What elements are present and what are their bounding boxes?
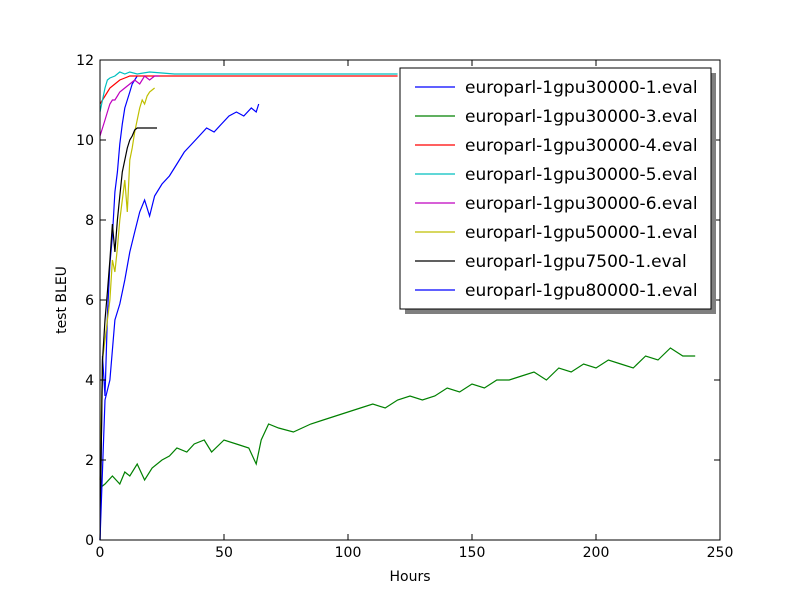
legend-entry-7: europarl-1gpu7500-1.eval [415, 252, 687, 272]
series-line-3 [99, 75, 398, 105]
legend-entry-4: europarl-1gpu30000-5.eval [415, 165, 698, 185]
series-line-1 [99, 75, 138, 541]
series-line-8 [99, 103, 260, 541]
legend-label: europarl-1gpu30000-5.eval [465, 165, 698, 185]
series-line-6 [99, 87, 155, 481]
legend-label: europarl-1gpu80000-1.eval [465, 281, 698, 301]
legend-entry-3: europarl-1gpu30000-4.eval [415, 136, 698, 156]
y-tick-label: 8 [85, 213, 94, 229]
x-tick-label: 200 [583, 545, 610, 561]
legend-entry-8: europarl-1gpu80000-1.eval [415, 281, 698, 301]
legend-box [399, 67, 712, 310]
series-line-2 [99, 347, 696, 489]
legend-entries: europarl-1gpu30000-1.eval europarl-1gpu30… [415, 78, 698, 301]
legend-label: europarl-1gpu7500-1.eval [465, 252, 687, 272]
legend-label: europarl-1gpu30000-6.eval [465, 194, 698, 214]
x-tick-label: 0 [96, 545, 105, 561]
y-axis-label: test BLEU [54, 266, 70, 334]
legend: europarl-1gpu30000-1.eval europarl-1gpu30… [399, 67, 716, 314]
legend-entry-2: europarl-1gpu30000-3.eval [415, 107, 698, 127]
y-tick-label: 2 [85, 453, 94, 469]
x-tick-label: 100 [335, 545, 362, 561]
x-tick-label: 150 [459, 545, 486, 561]
legend-label: europarl-1gpu30000-4.eval [465, 136, 698, 156]
legend-entry-6: europarl-1gpu50000-1.eval [415, 223, 698, 243]
y-tick-label: 10 [76, 133, 94, 149]
series-line-5 [99, 75, 160, 137]
y-tick-label: 12 [76, 53, 94, 69]
tick-layer: 0 50 100 150 200 250 0 2 4 6 8 10 12 [76, 53, 733, 561]
legend-entry-1: europarl-1gpu30000-1.eval [415, 78, 698, 98]
x-tick-label: 50 [215, 545, 233, 561]
y-tick-label: 6 [85, 293, 94, 309]
legend-label: europarl-1gpu30000-1.eval [465, 78, 698, 98]
x-axis-label: Hours [389, 569, 430, 585]
legend-label: europarl-1gpu50000-1.eval [465, 223, 698, 243]
y-tick-label: 4 [85, 373, 94, 389]
series-layer [99, 71, 696, 541]
legend-label: europarl-1gpu30000-3.eval [465, 107, 698, 127]
x-tick-label: 250 [707, 545, 734, 561]
y-tick-label: 0 [85, 533, 94, 549]
series-line-4 [99, 71, 398, 113]
legend-entry-5: europarl-1gpu30000-6.eval [415, 194, 698, 214]
series-line-7 [99, 127, 157, 541]
plot-frame [99, 59, 721, 541]
